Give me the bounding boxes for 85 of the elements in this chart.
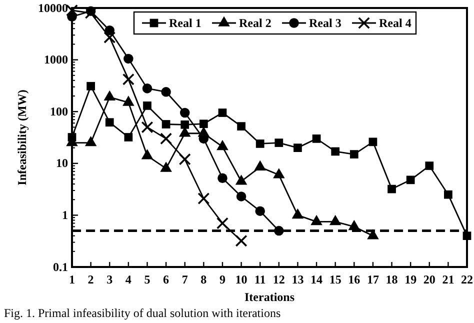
point: [274, 226, 284, 236]
x-tick-label: 21: [442, 272, 454, 287]
point: [160, 132, 172, 145]
x-tick-label: 13: [292, 272, 304, 287]
point: [141, 149, 154, 160]
point: [368, 138, 378, 146]
point: [444, 190, 452, 199]
point: [198, 192, 210, 205]
point: [462, 232, 472, 240]
y-tick-label: 1: [62, 208, 68, 222]
x-tick-label: 20: [423, 272, 436, 287]
point: [388, 184, 396, 194]
x-tick-label: 11: [254, 272, 266, 287]
x-tick-label: 19: [404, 272, 417, 287]
point: [273, 168, 285, 178]
x-axis-title: Iterations: [244, 290, 295, 304]
point: [235, 234, 248, 247]
point: [178, 153, 191, 166]
point: [235, 174, 248, 185]
y-tick-label: 10000: [38, 0, 68, 15]
point: [86, 82, 95, 90]
point: [331, 147, 340, 156]
point: [161, 87, 171, 97]
point: [141, 121, 154, 134]
point: [180, 120, 190, 129]
y-tick-label: 0.1: [53, 260, 68, 274]
point: [122, 73, 134, 86]
point: [425, 162, 434, 170]
point: [292, 208, 304, 219]
point: [255, 206, 265, 216]
point: [105, 118, 114, 127]
point: [124, 54, 134, 64]
legend-label: Real 4: [379, 16, 412, 30]
x-tick-label: 2: [88, 272, 94, 287]
point: [104, 31, 116, 44]
x-tick-label: 3: [106, 272, 113, 287]
point: [367, 229, 379, 240]
x-tick-label: 16: [348, 272, 360, 287]
point: [256, 140, 264, 148]
legend-label: Real 2: [239, 16, 272, 30]
point: [218, 173, 228, 183]
point: [406, 176, 415, 184]
legend-label: Real 3: [309, 16, 342, 30]
point: [122, 96, 134, 106]
point: [348, 220, 360, 230]
x-tick-label: 22: [461, 272, 473, 287]
point: [294, 144, 302, 152]
legend-label: Real 1: [169, 16, 202, 30]
point: [104, 90, 116, 101]
x-tick-label: 9: [219, 272, 226, 287]
point: [162, 120, 170, 128]
point: [350, 150, 358, 158]
point: [274, 138, 284, 147]
y-tick-label: 10: [56, 156, 68, 170]
x-tick-label: 14: [310, 272, 323, 287]
x-tick-label: 5: [144, 272, 150, 287]
y-tick-label: 100: [50, 104, 68, 118]
x-tick-label: 6: [163, 272, 170, 287]
point: [84, 136, 97, 146]
point: [199, 120, 208, 128]
x-tick-label: 18: [386, 272, 398, 287]
point: [329, 214, 342, 226]
x-tick-label: 15: [329, 272, 342, 287]
point: [254, 160, 266, 170]
point: [124, 133, 133, 142]
point: [236, 192, 246, 202]
y-tick-label: 1000: [44, 52, 68, 67]
point: [216, 140, 228, 150]
x-tick-label: 17: [366, 272, 379, 287]
point: [312, 134, 321, 143]
x-tick-label: 10: [235, 272, 248, 287]
point: [143, 102, 152, 110]
point: [180, 108, 190, 118]
point: [160, 162, 172, 172]
point: [216, 217, 228, 230]
x-tick-label: 8: [200, 272, 207, 287]
point: [237, 122, 246, 130]
x-tick-label: 12: [272, 272, 285, 287]
x-tick-label: 7: [182, 272, 188, 287]
y-axis-title: Infeasibility (MW): [15, 90, 29, 186]
caption: Fig. 1. Primal infeasibility of dual solution with iterations: [4, 306, 281, 320]
point: [218, 108, 227, 117]
point: [142, 84, 152, 94]
x-tick-label: 4: [125, 272, 132, 287]
point: [310, 214, 322, 226]
